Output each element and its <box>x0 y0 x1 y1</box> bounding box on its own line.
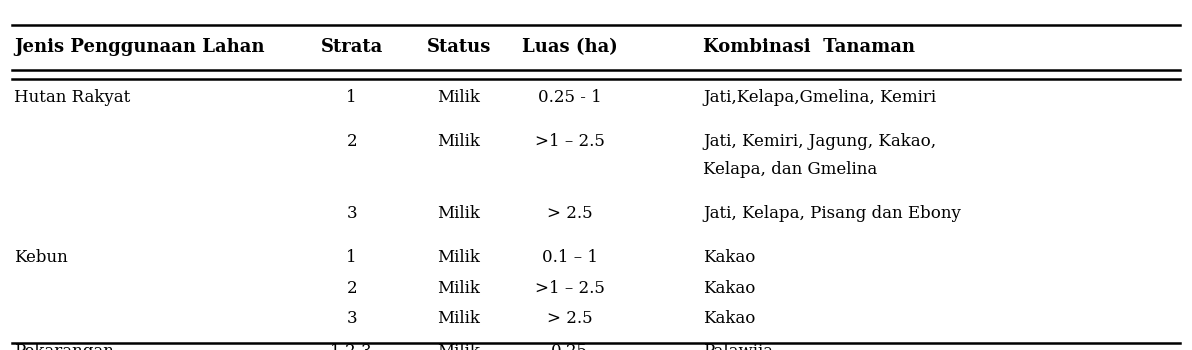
Text: Milik: Milik <box>437 280 480 297</box>
Text: >1 – 2.5: >1 – 2.5 <box>535 280 604 297</box>
Text: 0.25 - 1: 0.25 - 1 <box>538 90 602 106</box>
Text: Kelapa, dan Gmelina: Kelapa, dan Gmelina <box>703 161 877 178</box>
Text: 0.1 – 1: 0.1 – 1 <box>542 249 597 266</box>
Text: 3: 3 <box>347 310 356 327</box>
Text: Luas (ha): Luas (ha) <box>522 38 617 56</box>
Text: 1,2,3: 1,2,3 <box>330 343 373 350</box>
Text: Milik: Milik <box>437 249 480 266</box>
Text: Kakao: Kakao <box>703 280 756 297</box>
Text: Kakao: Kakao <box>703 249 756 266</box>
Text: Kebun: Kebun <box>14 249 68 266</box>
Text: 1: 1 <box>347 249 356 266</box>
Text: 1: 1 <box>347 90 356 106</box>
Text: Palawija: Palawija <box>703 343 774 350</box>
Text: > 2.5: > 2.5 <box>547 205 592 222</box>
Text: Kombinasi  Tanaman: Kombinasi Tanaman <box>703 38 915 56</box>
Text: Milik: Milik <box>437 90 480 106</box>
Text: Milik: Milik <box>437 205 480 222</box>
Text: 2: 2 <box>347 280 356 297</box>
Text: > 2.5: > 2.5 <box>547 310 592 327</box>
Text: Pekarangan: Pekarangan <box>14 343 114 350</box>
Text: Milik: Milik <box>437 343 480 350</box>
Text: Status: Status <box>427 38 491 56</box>
Text: Milik: Milik <box>437 310 480 327</box>
Text: Jati, Kemiri, Jagung, Kakao,: Jati, Kemiri, Jagung, Kakao, <box>703 133 937 150</box>
Text: 0.25: 0.25 <box>551 343 589 350</box>
Text: >1 – 2.5: >1 – 2.5 <box>535 133 604 150</box>
Text: Strata: Strata <box>321 38 383 56</box>
Text: 2: 2 <box>347 133 356 150</box>
Text: Jati, Kelapa, Pisang dan Ebony: Jati, Kelapa, Pisang dan Ebony <box>703 205 961 222</box>
Text: Milik: Milik <box>437 133 480 150</box>
Text: Hutan Rakyat: Hutan Rakyat <box>14 90 131 106</box>
Text: Kakao: Kakao <box>703 310 756 327</box>
Text: Jenis Penggunaan Lahan: Jenis Penggunaan Lahan <box>14 38 265 56</box>
Text: Jati,Kelapa,Gmelina, Kemiri: Jati,Kelapa,Gmelina, Kemiri <box>703 90 937 106</box>
Text: 3: 3 <box>347 205 356 222</box>
